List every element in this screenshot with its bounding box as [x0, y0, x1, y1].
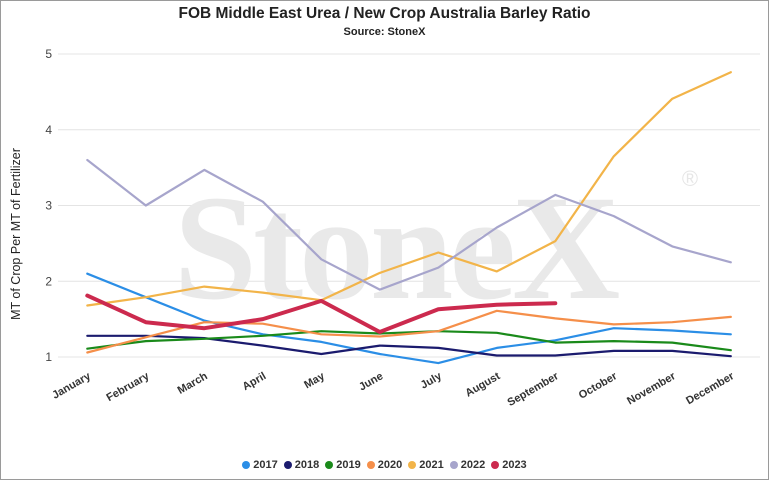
legend: 2017 2018 2019 2020 2021 2022 2023 [0, 459, 769, 471]
legend-marker [242, 461, 251, 469]
y-tick-label: 1 [45, 350, 52, 364]
x-tick-label: May [302, 370, 327, 392]
series-line-2018 [86, 334, 732, 358]
series-line-2017 [86, 272, 732, 365]
legend-item-2020[interactable]: 2020 [366, 459, 403, 471]
x-tick-label: June [357, 370, 385, 393]
series-line-2023 [85, 293, 558, 334]
x-tick-label: January [50, 370, 93, 402]
x-tick-label: September [506, 370, 562, 409]
legend-label: 2022 [460, 459, 486, 471]
legend-label: 2020 [377, 459, 403, 471]
legend-item-2018[interactable]: 2018 [283, 459, 320, 471]
x-tick-label: October [577, 370, 620, 402]
legend-label: 2018 [294, 459, 320, 471]
legend-item-2021[interactable]: 2021 [408, 459, 444, 471]
y-tick-label: 2 [45, 274, 52, 288]
legend-marker [408, 461, 417, 469]
legend-item-2022[interactable]: 2022 [449, 459, 486, 471]
y-tick-label: 5 [45, 47, 52, 61]
series-line-2022 [86, 158, 732, 291]
chart-title: FOB Middle East Urea / New Crop Australi… [178, 5, 591, 22]
x-tick-label: February [104, 370, 152, 404]
series-line-2019 [86, 330, 732, 352]
legend-item-2023[interactable]: 2023 [491, 459, 527, 471]
x-tick-label: August [463, 370, 502, 400]
legend-item-2017[interactable]: 2017 [242, 459, 278, 471]
legend-label: 2023 [502, 459, 527, 471]
legend-marker [449, 461, 458, 469]
legend-marker [283, 461, 292, 469]
series-line-2020 [86, 309, 732, 354]
x-tick-label: March [176, 370, 210, 397]
legend-marker [366, 461, 375, 469]
series-line-2021 [86, 71, 732, 307]
x-tick-label: December [684, 370, 737, 407]
y-tick-label: 4 [45, 123, 52, 137]
legend-marker [491, 461, 500, 469]
legend-label: 2021 [419, 459, 444, 471]
legend-marker [325, 461, 334, 469]
x-tick-label: November [625, 370, 678, 408]
watermark-registered-mark: ® [682, 166, 698, 191]
x-tick-label: April [241, 370, 269, 393]
legend-label: 2017 [253, 459, 278, 471]
y-tick-label: 3 [45, 199, 52, 213]
legend-label: 2019 [336, 459, 361, 471]
chart-subtitle: Source: StoneX [343, 26, 426, 38]
x-tick-label: July [419, 370, 445, 392]
legend-item-2019[interactable]: 2019 [325, 459, 361, 471]
